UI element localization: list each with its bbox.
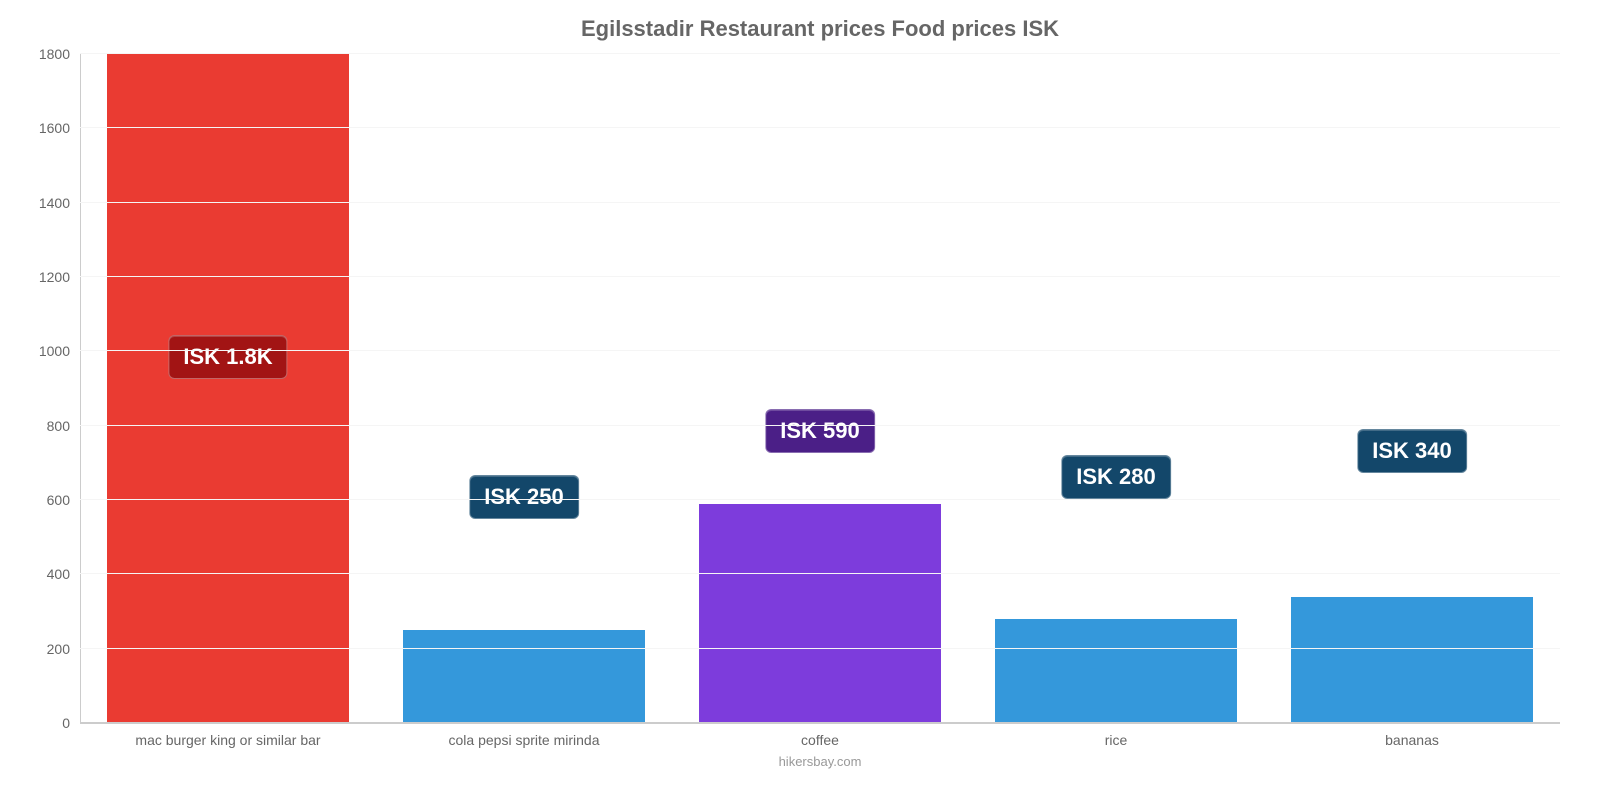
y-tick-label: 1000	[39, 343, 80, 359]
bars-row: ISK 1.8K ISK 250 ISK 590 ISK 280 ISK 340	[80, 54, 1560, 723]
bar	[403, 630, 646, 723]
bar	[1291, 597, 1534, 723]
x-axis-labels: mac burger king or similar barcola pepsi…	[80, 732, 1560, 748]
gridline	[80, 202, 1560, 203]
y-tick-label: 600	[47, 492, 80, 508]
bar-slot: ISK 280	[968, 54, 1264, 723]
y-tick-label: 1400	[39, 195, 80, 211]
chart-credit: hikersbay.com	[80, 754, 1560, 769]
x-tick-label: bananas	[1264, 732, 1560, 748]
bar-slot: ISK 1.8K	[80, 54, 376, 723]
gridline	[80, 127, 1560, 128]
gridline	[80, 53, 1560, 54]
y-tick-label: 1800	[39, 46, 80, 62]
price-bar-chart: Egilsstadir Restaurant prices Food price…	[0, 0, 1600, 800]
gridline	[80, 499, 1560, 500]
bar	[107, 54, 350, 723]
chart-title: Egilsstadir Restaurant prices Food price…	[80, 16, 1560, 42]
plot-area: ISK 1.8KISK 250ISK 590ISK 280ISK 340 020…	[80, 54, 1560, 724]
gridline	[80, 350, 1560, 351]
y-tick-label: 400	[47, 566, 80, 582]
value-badge: ISK 340	[1357, 429, 1467, 473]
x-tick-label: coffee	[672, 732, 968, 748]
gridline	[80, 648, 1560, 649]
gridline	[80, 425, 1560, 426]
y-tick-label: 1600	[39, 120, 80, 136]
gridline	[80, 722, 1560, 723]
value-badge: ISK 250	[469, 475, 579, 519]
y-tick-label: 200	[47, 641, 80, 657]
gridline	[80, 573, 1560, 574]
bar-slot: ISK 590	[672, 54, 968, 723]
x-tick-label: rice	[968, 732, 1264, 748]
bar	[699, 504, 942, 723]
bar-slot: ISK 250	[376, 54, 672, 723]
value-badge: ISK 590	[765, 409, 875, 453]
value-badge: ISK 1.8K	[168, 335, 287, 379]
bar	[995, 619, 1238, 723]
y-tick-label: 800	[47, 418, 80, 434]
x-tick-label: cola pepsi sprite mirinda	[376, 732, 672, 748]
value-badge: ISK 280	[1061, 455, 1171, 499]
bar-slot: ISK 340	[1264, 54, 1560, 723]
x-tick-label: mac burger king or similar bar	[80, 732, 376, 748]
y-tick-label: 1200	[39, 269, 80, 285]
y-tick-label: 0	[62, 715, 80, 731]
gridline	[80, 276, 1560, 277]
